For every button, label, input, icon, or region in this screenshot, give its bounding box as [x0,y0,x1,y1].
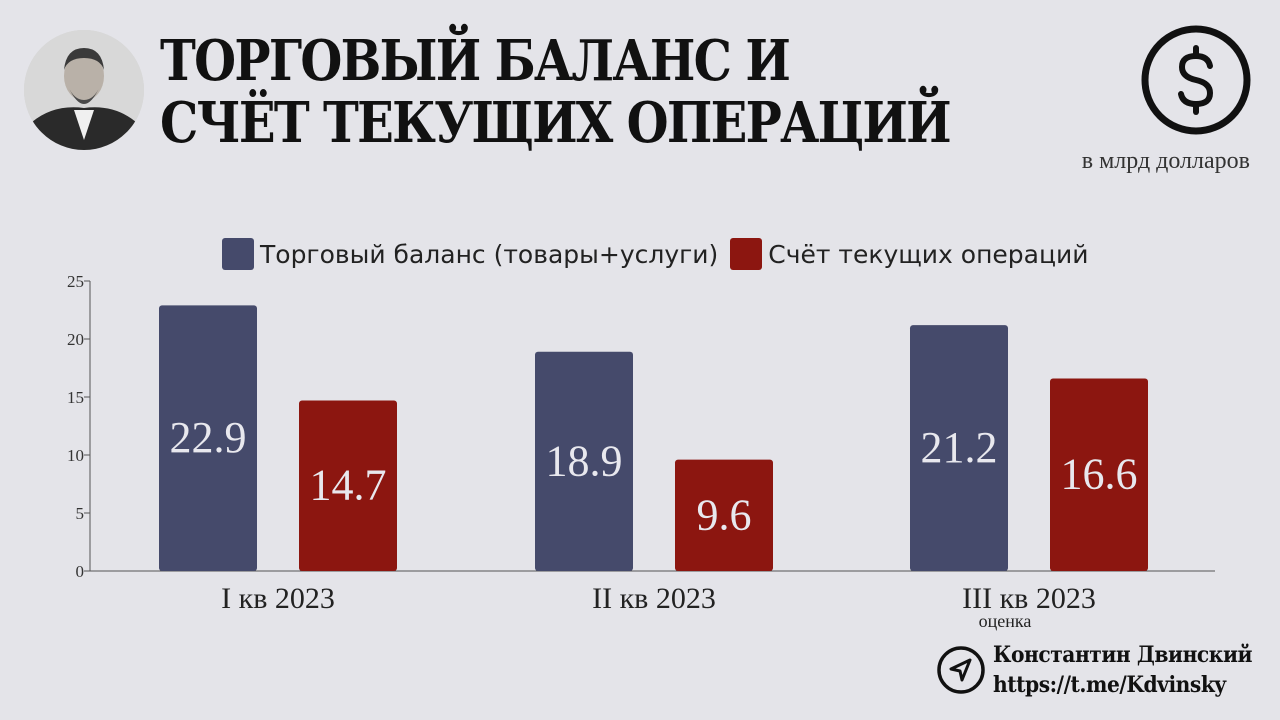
bar-value-label: 18.9 [546,436,623,485]
legend-swatch-trade-balance [222,238,254,270]
title-line-1: ТОРГОВЫЙ БАЛАНС И [160,28,791,94]
legend-label-current-account: Счёт текущих операций [768,239,1089,269]
legend-swatch-current-account [730,238,763,270]
bar-value-label: 9.6 [697,490,752,539]
bar-value-label: 14.7 [310,461,387,510]
bar-current-account [1050,378,1148,571]
bar-value-label: 16.6 [1061,450,1138,499]
dollar-icon [1140,24,1252,136]
units-label: в млрд долларов [1081,148,1250,174]
page-title: ТОРГОВЫЙ БАЛАНС И СЧЁТ ТЕКУЩИХ ОПЕРАЦИЙ [160,28,952,156]
bar-value-label: 21.2 [921,423,998,472]
author-name: Константин Двинский [993,642,1253,668]
legend-item-trade-balance: Торговый баланс (товары+услуги) [222,238,718,270]
x-tick-note: оценка [979,611,1032,631]
y-tick-label: 0 [76,562,85,581]
bar-trade-balance [159,305,257,571]
y-tick-label: 15 [67,388,84,407]
x-tick-label: II кв 2023 [592,582,716,615]
author-footer: Константин Двинский https://t.me/Kdvinsk… [935,640,1275,700]
y-tick-label: 20 [67,330,84,349]
legend-item-current-account: Счёт текущих операций [730,238,1089,270]
x-tick-label: III кв 2023 [962,582,1096,615]
bar-trade-balance [535,351,633,571]
footer-text: Константин Двинский https://t.me/Kdvinsk… [993,640,1253,700]
chart-legend: Торговый баланс (товары+услуги) Счёт тек… [222,238,1101,270]
legend-label-trade-balance: Торговый баланс (товары+услуги) [260,239,719,269]
bar-value-label: 22.9 [170,413,247,462]
send-icon [937,646,985,694]
author-link[interactable]: https://t.me/Kdvinsky [993,672,1226,698]
y-tick-label: 5 [76,504,85,523]
bar-trade-balance [910,325,1008,571]
title-line-2: СЧЁТ ТЕКУЩИХ ОПЕРАЦИЙ [160,90,952,156]
y-tick-label: 25 [67,272,84,291]
author-portrait [24,30,144,150]
bar-current-account [299,400,397,571]
y-tick-label: 10 [67,446,84,465]
x-tick-label: I кв 2023 [221,582,335,615]
bar-current-account [675,459,773,571]
